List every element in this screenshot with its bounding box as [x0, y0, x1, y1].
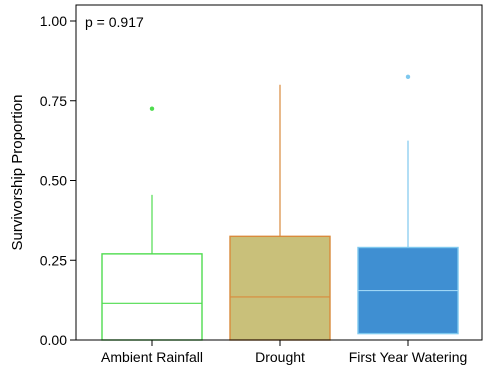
p-value-annotation: p = 0.917	[85, 14, 144, 30]
x-axis-ticks: Ambient Rainfall Drought First Year Wateri…	[101, 340, 467, 365]
x-tick-label: Ambient Rainfall	[101, 349, 203, 365]
y-tick-label: 1.00	[40, 13, 67, 29]
plot-frame	[75, 4, 483, 341]
iqr-box	[229, 235, 331, 341]
box-plot-boxes	[101, 74, 459, 341]
outlier-point	[149, 106, 155, 111]
y-axis-ticks: 0.00 0.25 0.50 0.75 1.00	[40, 13, 76, 348]
y-tick-label: 0.75	[40, 93, 67, 109]
box-ambient-rainfall	[101, 106, 203, 341]
y-tick-label: 0.00	[40, 332, 67, 348]
y-tick-label: 0.50	[40, 173, 67, 189]
y-tick-label: 0.25	[40, 252, 67, 268]
box-first-year-watering	[357, 74, 459, 335]
box-drought	[229, 84, 331, 341]
iqr-box	[101, 253, 203, 341]
outlier-point	[405, 74, 411, 80]
x-tick-label: Drought	[255, 349, 305, 365]
x-tick-label: First Year Watering	[349, 349, 468, 365]
y-axis-label: Survivorship Proportion	[9, 95, 26, 251]
